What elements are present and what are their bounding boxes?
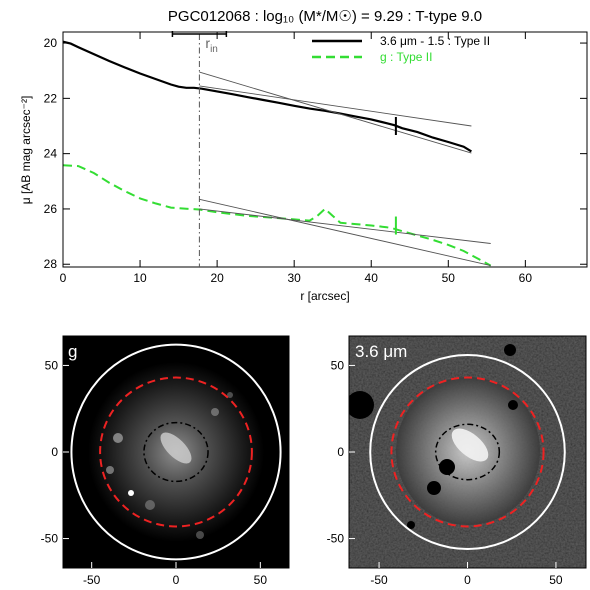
x-tick-label: 0 [60, 271, 67, 285]
ir-masked-source [508, 400, 518, 410]
y-tick-label: 22 [44, 91, 58, 105]
series-line-0 [63, 40, 472, 153]
r-in-marker: rin [171, 31, 228, 267]
ir-masked-source [504, 344, 516, 356]
ir-masked-source [407, 521, 415, 529]
isophote-ellipse-1 [99, 376, 253, 528]
image-x-tick-label: -50 [83, 573, 101, 587]
isophote-ellipse-2 [434, 423, 501, 481]
isophote-ellipse-0 [369, 354, 566, 550]
profile-x-axis-label: r [arcsec] [300, 289, 349, 303]
g-band-image-panel: g -50 0 50 -50 0 50 [41, 335, 290, 587]
g-knot [196, 531, 204, 539]
g-knot [145, 500, 155, 510]
series-line-1 [199, 85, 472, 127]
ir-isophote-ellipses [369, 354, 566, 550]
g-y-ticks: -50 0 50 [41, 358, 69, 546]
image-y-tick-label: -50 [41, 532, 59, 546]
g-x-ticks: -50 0 50 [83, 562, 267, 587]
image-y-tick-label: 50 [45, 358, 59, 372]
profile-plot-frame [62, 31, 588, 268]
x-tick-label: 20 [210, 271, 224, 285]
profile-y-ticks: 20 22 24 26 28 [44, 36, 587, 271]
profile-panel: PGC012068 : log₁₀ (M*/M☉) = 9.29 : T-typ… [19, 8, 588, 303]
g-knot [113, 433, 123, 443]
profile-y-axis-label: μ [AB mag arcsec⁻²] [19, 96, 33, 205]
x-tick-label: 40 [365, 271, 379, 285]
image-x-tick-label: -50 [370, 573, 388, 587]
y-tick-label: 24 [44, 147, 58, 161]
image-x-tick-label: 50 [549, 573, 563, 587]
image-x-tick-label: 0 [173, 573, 180, 587]
image-y-tick-label: -50 [327, 532, 345, 546]
r-in-label: rin [205, 35, 217, 55]
ir-masked-source [427, 481, 441, 495]
isophote-ellipse-1 [390, 376, 545, 528]
y-tick-label: 20 [44, 36, 58, 50]
g-panel-label: g [68, 342, 77, 361]
g-knot [106, 466, 114, 474]
x-tick-label: 50 [442, 271, 456, 285]
y-tick-label: 26 [44, 202, 58, 216]
ir-masked-source [439, 459, 455, 475]
ir-masked-source [349, 391, 374, 419]
series-line-2 [199, 71, 472, 154]
g-isophote-ellipses [70, 343, 282, 561]
legend-label-ir: 3.6 μm - 1.5 : Type II [380, 34, 490, 48]
ir-galaxy-bar [451, 428, 489, 462]
series-line-5 [199, 198, 491, 267]
x-tick-label: 10 [133, 271, 147, 285]
series-line-4 [199, 208, 491, 244]
x-tick-label: 60 [519, 271, 533, 285]
isophote-ellipse-0 [70, 343, 282, 561]
image-x-tick-label: 50 [254, 573, 268, 587]
image-x-tick-label: 0 [464, 573, 471, 587]
ir-y-ticks: -50 0 50 [327, 358, 355, 546]
ir-x-ticks: -50 0 50 [370, 562, 563, 587]
x-tick-label: 30 [287, 271, 301, 285]
profile-x-ticks: 0 10 20 30 40 50 60 [60, 32, 533, 285]
ir-image-panel: 3.6 μm -50 0 50 -50 0 50 [327, 335, 587, 587]
isophote-ellipse-2 [143, 421, 209, 483]
chart-title: PGC012068 : log₁₀ (M*/M☉) = 9.29 : T-typ… [168, 8, 482, 25]
g-galaxy-bar [160, 432, 192, 464]
image-y-tick-label: 0 [51, 445, 58, 459]
image-y-tick-label: 0 [337, 445, 344, 459]
g-knot [227, 392, 233, 398]
legend-label-g: g : Type II [380, 50, 432, 64]
ir-panel-label: 3.6 μm [355, 342, 407, 361]
profile-series [63, 40, 492, 267]
profile-legend: 3.6 μm - 1.5 : Type II g : Type II [312, 34, 490, 64]
g-knot [128, 490, 134, 496]
g-knot [211, 408, 219, 416]
image-y-tick-label: 50 [331, 358, 345, 372]
y-tick-label: 28 [44, 257, 58, 271]
